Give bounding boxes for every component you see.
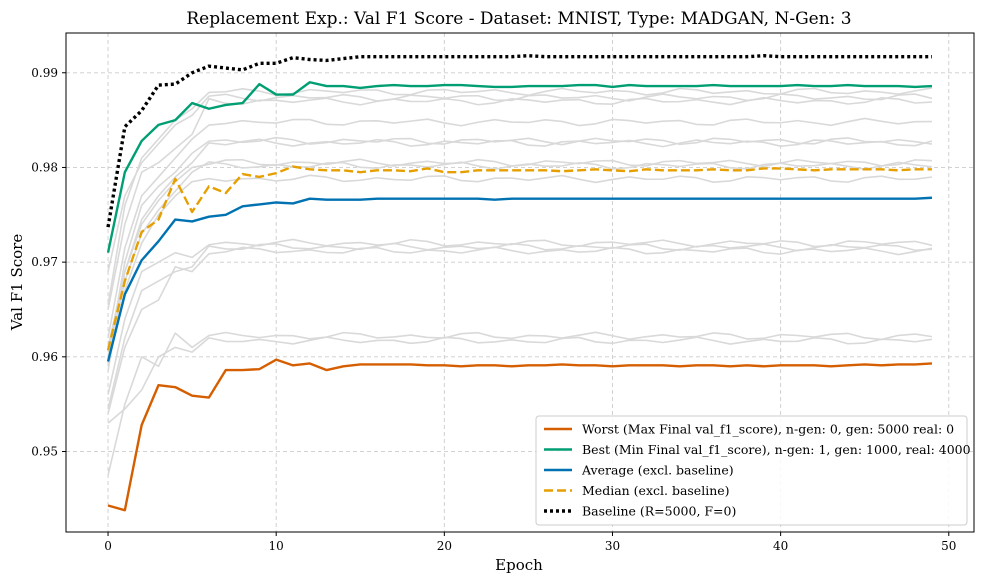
- series-line-2: [106, 196, 933, 362]
- legend-label: Best (Min Final val_f1_score), n-gen: 1,…: [582, 442, 971, 457]
- background-run-line: [107, 87, 933, 305]
- series-line-3: [106, 165, 932, 351]
- legend: Worst (Max Final val_f1_score), n-gen: 0…: [535, 415, 971, 526]
- x-tick-label: 40: [773, 539, 788, 553]
- background-run-line: [107, 136, 933, 357]
- background-run-line: [107, 174, 933, 367]
- background-run-line: [107, 336, 933, 424]
- axis-ticks: 0 10 20 30 40 50 0.95 0.96 0.97 0.98 0.99: [31, 66, 956, 553]
- x-tick-label: 10: [269, 539, 284, 553]
- background-run-line: [107, 96, 933, 310]
- x-tick-label: 20: [437, 539, 452, 553]
- background-run-line: [107, 242, 933, 410]
- y-tick-label: 0.98: [31, 160, 58, 174]
- y-tick-label: 0.99: [31, 66, 58, 80]
- background-run-line: [107, 246, 933, 414]
- background-run-line: [107, 117, 932, 339]
- x-axis-label: Epoch: [495, 556, 543, 574]
- series-line-0: [107, 358, 933, 512]
- x-tick-label: 0: [104, 539, 112, 553]
- y-tick-label: 0.96: [31, 350, 58, 364]
- background-run-line: [107, 331, 933, 476]
- y-tick-label: 0.97: [31, 255, 58, 269]
- x-tick-label: 50: [941, 539, 956, 553]
- legend-label: Average (excl. baseline): [581, 463, 734, 478]
- series-line-1: [106, 81, 933, 253]
- series-lines: [106, 54, 933, 512]
- legend-label: Median (excl. baseline): [582, 483, 730, 498]
- legend-box: [535, 415, 968, 526]
- series-line-4: [106, 54, 932, 228]
- y-tick-label: 0.95: [31, 445, 58, 459]
- x-tick-label: 30: [605, 539, 620, 553]
- background-run-line: [107, 238, 933, 395]
- legend-label: Worst (Max Final val_f1_score), n-gen: 0…: [582, 422, 954, 437]
- background-run-line: [107, 161, 933, 358]
- y-axis-label: Val F1 Score: [8, 234, 26, 332]
- background-runs: [107, 87, 933, 476]
- plot-frame: [65, 32, 975, 533]
- chart-title: Replacement Exp.: Val F1 Score - Dataset…: [186, 9, 851, 29]
- background-run-line: [107, 138, 933, 372]
- legend-label: Baseline (R=5000, F=0): [582, 504, 736, 519]
